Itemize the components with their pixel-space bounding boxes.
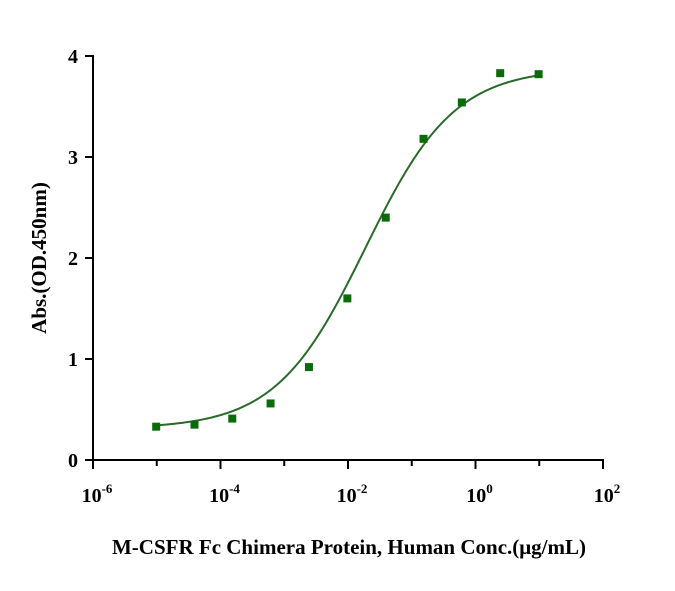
y-tick-label: 2 [68, 248, 78, 270]
fit-curve [156, 74, 539, 427]
x-tick-exponent: 2 [614, 481, 621, 496]
x-tick-base: 10 [337, 485, 357, 507]
y-tick-label: 0 [68, 450, 78, 472]
x-tick-label: 10-6 [82, 481, 113, 507]
x-axis-title: M-CSFR Fc Chimera Protein, Human Conc.(μ… [112, 535, 586, 559]
data-points [152, 69, 543, 431]
y-ticks: 0 1 2 3 4 [68, 46, 93, 472]
x-tick-base: 10 [466, 485, 486, 507]
data-point [343, 294, 352, 303]
y-tick-label: 3 [68, 147, 78, 169]
data-point [266, 399, 275, 408]
data-point [381, 213, 390, 222]
data-point [228, 414, 237, 423]
x-tick-exponent: -4 [229, 481, 240, 496]
y-axis-title: Abs.(OD.450nm) [27, 182, 51, 334]
x-tick-base: 10 [82, 485, 102, 507]
x-tick-base: 10 [594, 485, 614, 507]
axes [92, 55, 604, 461]
data-point [152, 422, 161, 431]
y-tick-label: 4 [68, 46, 78, 68]
x-tick-label: 100 [466, 481, 493, 507]
x-tick-label: 10-4 [209, 481, 240, 507]
x-tick-base: 10 [209, 485, 229, 507]
x-tick-exponent: -6 [102, 481, 113, 496]
y-tick-label: 1 [68, 349, 78, 371]
data-point [419, 134, 428, 143]
data-point [457, 98, 466, 107]
x-tick-exponent: 0 [486, 481, 493, 496]
x-ticks: 10-6 10-4 10-2 100 102 [82, 460, 621, 507]
x-tick-exponent: -2 [357, 481, 368, 496]
data-point [190, 420, 199, 429]
x-tick-label: 102 [594, 481, 621, 507]
data-point [534, 70, 543, 79]
data-point [304, 363, 313, 372]
data-point [496, 69, 505, 78]
x-tick-label: 10-2 [337, 481, 368, 507]
